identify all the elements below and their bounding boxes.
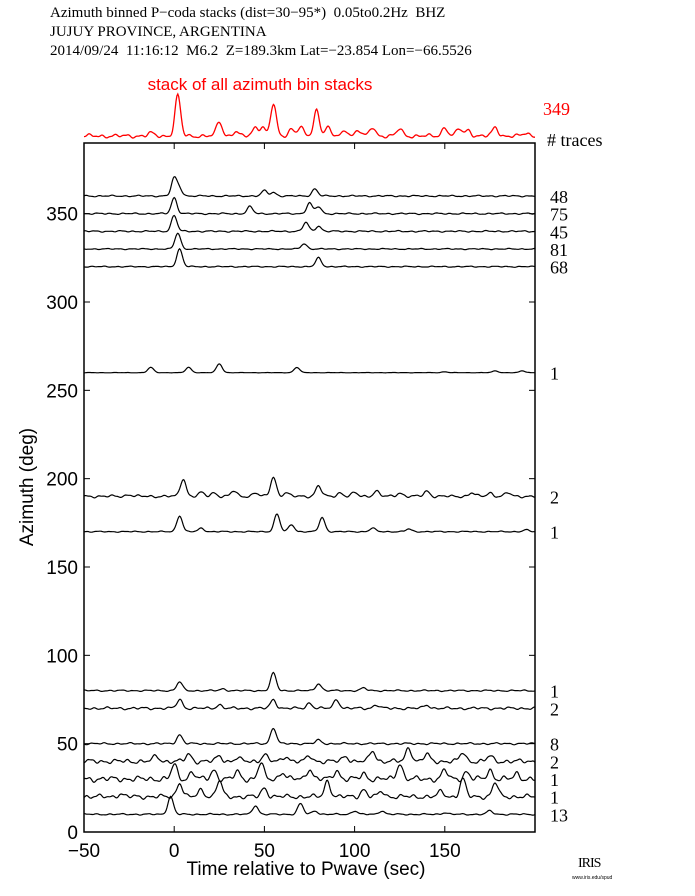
title-line-3: 2014/09/24 11:16:12 M6.2 Z=189.3km Lat=−… <box>50 43 472 59</box>
trace-az-340 <box>83 214 535 233</box>
y-tick-label: 100 <box>46 646 78 667</box>
trace-az-80 <box>83 671 536 693</box>
plot-frame <box>83 142 536 833</box>
iris-logo: IRIS <box>578 856 601 871</box>
title-line-1: Azimuth binned P−coda stacks (dist=30−95… <box>50 5 446 21</box>
y-tick-label: 0 <box>67 823 78 844</box>
trace-count: 45 <box>550 222 568 242</box>
trace-count: 2 <box>550 487 559 507</box>
trace-count: 1 <box>550 682 559 702</box>
trace-count: 81 <box>550 240 568 260</box>
trace-count: 75 <box>550 205 568 225</box>
trace-az-350 <box>83 196 536 216</box>
trace-count: 2 <box>550 752 559 772</box>
trace-count: 68 <box>550 258 568 278</box>
y-tick-label: 150 <box>46 558 78 579</box>
stack-count: 349 <box>543 99 570 119</box>
trace-count: 48 <box>550 187 568 207</box>
y-tick-label: 200 <box>46 470 78 491</box>
trace-az-50 <box>83 727 536 746</box>
trace-az-320 <box>84 247 536 268</box>
trace-az-170 <box>83 513 536 533</box>
trace-az-70 <box>83 698 536 711</box>
trace-count: 1 <box>550 770 559 790</box>
trace-az-330 <box>83 232 536 251</box>
trace-count: 8 <box>550 735 559 755</box>
x-tick-label: 0 <box>169 841 180 862</box>
trace-az-30 <box>83 762 536 783</box>
trace-count: 1 <box>550 364 559 384</box>
trace-az-360 <box>83 176 536 198</box>
trace-count: 13 <box>550 805 568 825</box>
iris-url: www.iris.edu/spud <box>572 875 613 881</box>
x-axis-label: Time relative to Pwave (sec) <box>187 859 426 880</box>
count-header: # traces <box>547 130 602 150</box>
x-tick-label: 50 <box>254 841 275 862</box>
trace-az-40 <box>83 746 536 765</box>
trace-az-260 <box>84 363 535 374</box>
x-tick-label: 150 <box>429 841 461 862</box>
y-tick-label: 300 <box>46 293 78 314</box>
trace-count: 1 <box>550 788 559 808</box>
y-tick-label: 250 <box>46 381 78 402</box>
trace-count: 1 <box>550 523 559 543</box>
stack-trace <box>83 92 535 139</box>
trace-az-10 <box>83 795 536 816</box>
x-tick-label: 100 <box>339 841 371 862</box>
y-tick-label: 350 <box>46 205 78 226</box>
trace-count: 2 <box>550 699 559 719</box>
trace-az-190 <box>83 476 535 499</box>
title-line-2: JUJUY PROVINCE, ARGENTINA <box>50 24 267 40</box>
y-axis-label: Azimuth (deg) <box>17 428 38 546</box>
y-tick-label: 50 <box>57 735 78 756</box>
trace-az-20 <box>83 777 536 801</box>
x-tick-label: −50 <box>68 841 100 862</box>
stack-label: stack of all azimuth bin stacks <box>148 75 373 94</box>
